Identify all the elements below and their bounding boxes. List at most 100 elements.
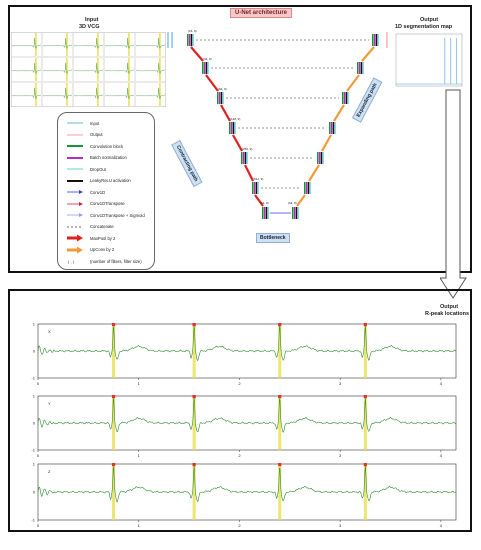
vcg-peak-band xyxy=(66,33,68,56)
rpeak-output-title: Output xyxy=(440,304,459,310)
dec-block-conv xyxy=(342,92,344,104)
vcg-peak-band xyxy=(159,58,161,81)
vcg-cell xyxy=(135,32,166,57)
vcg-trace xyxy=(42,62,73,74)
bottleneck-filter-label: (64, 9) xyxy=(288,201,297,205)
legend-swatch xyxy=(67,213,83,217)
r-peak-band xyxy=(278,396,282,450)
dec-block-dropout xyxy=(377,34,379,46)
dec-block-conv xyxy=(317,152,319,164)
vcg-cell xyxy=(42,82,73,107)
legend-swatch xyxy=(67,234,83,242)
dec-block-bn xyxy=(306,182,308,194)
vcg-peak-band xyxy=(35,33,37,56)
legend-item: Convolution block xyxy=(66,142,123,150)
legend-arrowhead xyxy=(79,201,83,206)
r-peak-marker xyxy=(111,463,116,467)
legend-label: Conv1DTranspose xyxy=(90,201,125,206)
upconv-arrow xyxy=(333,104,345,122)
enc-block-act xyxy=(220,92,223,104)
dec-block-dropout xyxy=(347,92,349,104)
legend-label: DropOut xyxy=(90,166,106,172)
x-tick-label: 4 xyxy=(440,523,443,528)
y-tick-label: 1 xyxy=(33,394,36,399)
upconv-arrow xyxy=(361,46,375,62)
vcg-cell xyxy=(104,32,135,57)
bottleneck-block-conv xyxy=(292,207,294,219)
output-subtitle: 1D segmentation map xyxy=(395,24,453,30)
dec-block-act xyxy=(345,92,348,104)
x-tick-label: 3 xyxy=(339,453,342,458)
legend-item: LeakyReLU activation xyxy=(66,177,131,185)
enc-block-conv xyxy=(252,182,254,194)
enc-block-act xyxy=(244,152,247,164)
enc-filter-label: (128, 9) xyxy=(230,117,240,121)
enc-filter-label: (512, 9) xyxy=(253,177,263,181)
vcg-trace xyxy=(73,37,104,49)
unet-diagram: (16, 9) (32, 9) (64, 9) (128, 9) (256, 9) (51… xyxy=(167,29,388,219)
x-tick-label: 2 xyxy=(238,453,241,458)
y-tick-label: -1 xyxy=(31,518,35,523)
enc-block-act xyxy=(255,182,258,194)
legend-label: Input xyxy=(90,120,100,126)
r-peak-marker xyxy=(363,323,367,327)
dec-block-dropout xyxy=(334,122,336,134)
dec-block-bn xyxy=(319,152,321,164)
segmentation-map-plot xyxy=(395,33,463,87)
ecg-trace xyxy=(37,465,457,503)
vcg-peak-band xyxy=(97,58,99,81)
r-peak-band xyxy=(278,324,282,378)
enc-block-dropout xyxy=(234,122,236,134)
lead-label: X xyxy=(48,329,51,334)
bottleneck-block-bn xyxy=(264,207,266,219)
legend-label: Concatenate xyxy=(90,224,114,229)
segmap-frame xyxy=(395,33,463,87)
enc-block-dropout xyxy=(222,92,224,104)
vcg-peak-band xyxy=(35,83,37,106)
unet-panel xyxy=(8,5,472,273)
enc-block-bn xyxy=(231,122,233,134)
r-peak-marker xyxy=(111,395,116,399)
vcg-cell xyxy=(73,32,104,57)
y-tick-label: -1 xyxy=(31,376,35,381)
legend-label: LeakyReLU activation xyxy=(90,178,131,183)
legend-swatch xyxy=(67,190,83,194)
maxpool-arrow xyxy=(205,74,219,92)
r-peak-band xyxy=(112,324,116,378)
legend-swatch xyxy=(67,134,83,135)
maxpool-arrow xyxy=(220,104,231,122)
x-tick-label: 3 xyxy=(339,523,342,528)
legend-item: Conv1DTranspose + Sigmoid xyxy=(66,211,145,219)
x-tick-label: 0 xyxy=(37,453,40,458)
dec-block-act xyxy=(307,182,310,194)
maxpool-arrow xyxy=(254,194,264,207)
dec-block-bn xyxy=(374,34,376,46)
legend: Input Output Convolution block Batch normal… xyxy=(57,112,155,270)
vcg-cell xyxy=(42,57,73,82)
dec-block-bn xyxy=(359,62,361,74)
enc-block-dropout xyxy=(192,34,194,46)
dec-block-act xyxy=(320,152,323,164)
enc-block-bn xyxy=(243,152,245,164)
vcg-cell xyxy=(73,57,104,82)
unet-title: U-Net architecture xyxy=(230,8,293,18)
dec-block-conv xyxy=(372,34,374,46)
lead-label: Z xyxy=(48,469,51,474)
ecg-trace xyxy=(37,396,457,433)
y-tick-label: 1 xyxy=(33,322,36,327)
legend-swatch xyxy=(67,226,83,227)
x-tick-label: 0 xyxy=(37,381,40,386)
legend-item: MaxPool by 2 xyxy=(66,234,115,242)
legend-swatch xyxy=(67,201,83,206)
enc-block-bn xyxy=(189,34,191,46)
enc-block-dropout xyxy=(257,182,259,194)
r-peak-band xyxy=(192,396,196,450)
vcg-trace xyxy=(73,62,104,74)
enc-block-conv xyxy=(202,62,204,74)
legend-swatch xyxy=(67,156,83,159)
enc-block-bn xyxy=(219,92,221,104)
dec-block-dropout xyxy=(362,62,364,74)
r-peak-band xyxy=(192,324,196,378)
x-tick-label: 1 xyxy=(138,381,141,386)
y-tick-label: -1 xyxy=(31,448,35,453)
